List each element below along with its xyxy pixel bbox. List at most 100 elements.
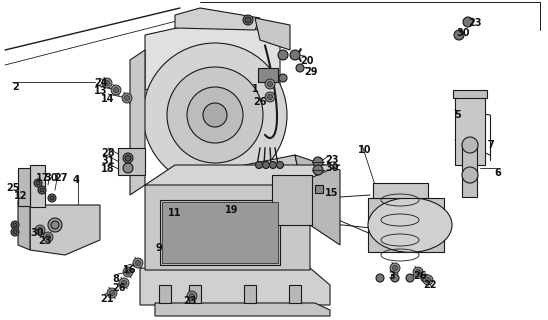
Circle shape	[265, 92, 275, 102]
Text: 10: 10	[358, 145, 372, 155]
Text: 23: 23	[183, 296, 197, 306]
Circle shape	[265, 79, 275, 89]
Text: 26: 26	[112, 283, 125, 293]
Polygon shape	[255, 18, 290, 50]
Polygon shape	[175, 8, 260, 30]
Bar	[18, 168, 30, 206]
Circle shape	[102, 78, 112, 88]
Text: 30: 30	[456, 28, 470, 38]
Text: 25: 25	[6, 183, 20, 193]
Bar	[189, 285, 201, 303]
Text: 15: 15	[325, 188, 339, 198]
Circle shape	[122, 93, 132, 103]
Circle shape	[421, 274, 429, 282]
Text: 18: 18	[101, 164, 115, 174]
Circle shape	[37, 228, 43, 233]
Polygon shape	[118, 148, 145, 175]
Text: 23: 23	[468, 18, 482, 28]
Bar	[272, 175, 312, 225]
Circle shape	[415, 269, 420, 275]
Text: 29: 29	[304, 67, 317, 77]
Text: 24: 24	[94, 78, 107, 88]
Circle shape	[262, 162, 270, 169]
Polygon shape	[155, 303, 330, 316]
Polygon shape	[160, 200, 280, 265]
Bar	[159, 285, 171, 303]
Text: 1: 1	[252, 84, 259, 94]
Circle shape	[107, 288, 117, 298]
Circle shape	[133, 258, 143, 268]
Text: 9: 9	[155, 243, 162, 253]
Text: 4: 4	[73, 175, 80, 185]
Circle shape	[135, 260, 140, 266]
Circle shape	[45, 235, 50, 239]
Circle shape	[43, 232, 53, 242]
Circle shape	[143, 43, 287, 187]
Circle shape	[278, 50, 288, 60]
Text: 22: 22	[423, 280, 437, 290]
Circle shape	[376, 274, 384, 282]
Bar	[289, 285, 301, 303]
Circle shape	[392, 266, 397, 270]
Bar	[455, 95, 485, 165]
Circle shape	[13, 230, 17, 234]
Text: 26: 26	[413, 271, 426, 281]
Circle shape	[279, 74, 287, 82]
Text: 21: 21	[100, 294, 113, 304]
Text: 27: 27	[54, 173, 67, 183]
Circle shape	[255, 162, 262, 169]
Circle shape	[36, 181, 40, 185]
Text: 8: 8	[112, 274, 119, 284]
Circle shape	[50, 196, 54, 200]
Text: 11: 11	[168, 208, 181, 218]
Circle shape	[48, 218, 62, 232]
Bar	[30, 165, 45, 207]
Text: 6: 6	[494, 168, 501, 178]
Circle shape	[187, 291, 197, 301]
Circle shape	[123, 267, 133, 277]
Circle shape	[123, 163, 133, 173]
Circle shape	[11, 221, 19, 229]
Text: 26: 26	[253, 97, 266, 107]
Circle shape	[111, 85, 121, 95]
Text: 16: 16	[123, 265, 136, 275]
Circle shape	[462, 167, 478, 183]
Circle shape	[277, 162, 283, 169]
Bar	[462, 142, 477, 197]
Text: 3: 3	[388, 271, 395, 281]
Circle shape	[11, 228, 19, 236]
Circle shape	[122, 281, 127, 285]
Circle shape	[463, 17, 473, 27]
Circle shape	[290, 50, 300, 60]
Circle shape	[113, 87, 118, 92]
Circle shape	[125, 155, 131, 161]
Circle shape	[267, 94, 272, 100]
Bar	[315, 185, 323, 193]
Text: 30: 30	[30, 228, 43, 238]
Text: 12: 12	[14, 191, 27, 201]
Circle shape	[423, 275, 433, 285]
Text: 28: 28	[101, 148, 115, 158]
Circle shape	[110, 291, 115, 295]
Text: 30: 30	[44, 173, 58, 183]
Circle shape	[124, 95, 129, 100]
Circle shape	[35, 225, 45, 235]
Text: 30: 30	[325, 163, 339, 173]
Bar	[258, 68, 278, 82]
Bar	[244, 285, 256, 303]
Text: 5: 5	[454, 110, 461, 120]
Text: 17: 17	[36, 173, 49, 183]
Circle shape	[413, 267, 423, 277]
Circle shape	[462, 137, 478, 153]
Bar	[373, 183, 428, 198]
Bar	[453, 90, 487, 98]
Circle shape	[167, 67, 263, 163]
Text: 14: 14	[101, 94, 115, 104]
Circle shape	[51, 221, 59, 229]
Circle shape	[38, 186, 46, 194]
Polygon shape	[295, 155, 340, 245]
Polygon shape	[145, 165, 340, 185]
Circle shape	[34, 179, 42, 187]
Circle shape	[40, 188, 44, 192]
Circle shape	[13, 223, 17, 227]
